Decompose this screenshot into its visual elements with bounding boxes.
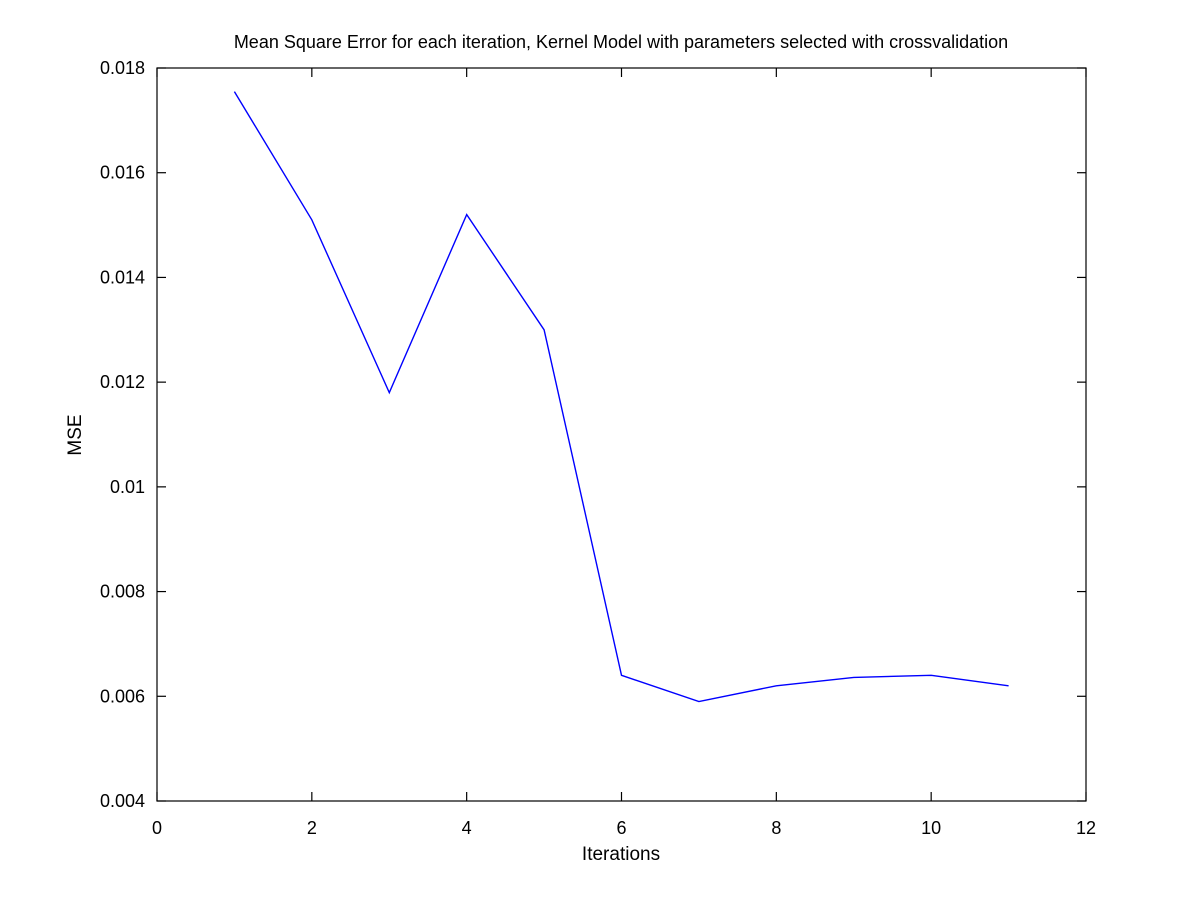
y-axis-label: MSE	[65, 414, 86, 455]
y-tick-label: 0.012	[100, 372, 145, 392]
y-tick-label: 0.016	[100, 163, 145, 183]
x-tick-label: 10	[921, 818, 941, 838]
plot-area: 0 2 4 6 8 10 12 0.004 0.006 0.008 0.01 0.012 0.014 0.…	[100, 58, 1096, 838]
y-tick-label: 0.006	[100, 686, 145, 706]
y-tick-label: 0.018	[100, 58, 145, 78]
x-tick-label: 4	[462, 818, 472, 838]
mse-series-line	[233, 91, 1009, 703]
x-tick-label: 6	[616, 818, 626, 838]
y-tick-label: 0.004	[100, 791, 145, 811]
chart-title: Mean Square Error for each iteration, Ke…	[234, 32, 1008, 52]
x-tick-label: 2	[307, 818, 317, 838]
y-tick-label: 0.01	[110, 477, 145, 497]
x-tick-label: 12	[1076, 818, 1096, 838]
x-tick-label: 0	[152, 818, 162, 838]
y-tick-label: 0.008	[100, 582, 145, 602]
y-tick-label: 0.014	[100, 267, 145, 287]
x-tick-label: 8	[771, 818, 781, 838]
x-axis-label: Iterations	[582, 844, 660, 865]
